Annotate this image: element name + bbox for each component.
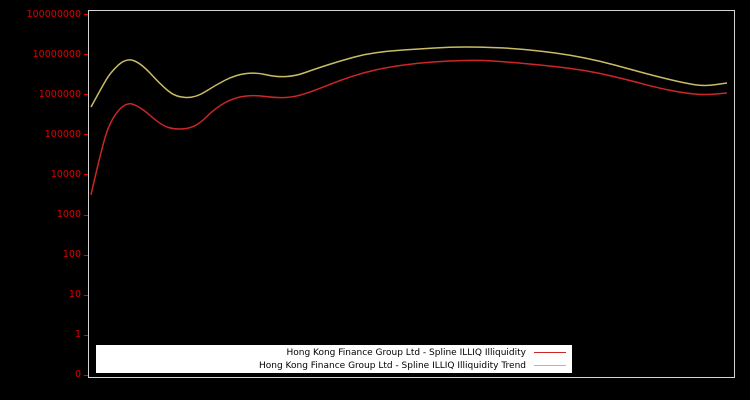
y-tick-mark xyxy=(84,294,88,296)
y-tick-label: 100000000 xyxy=(26,8,81,20)
y-tick-mark xyxy=(84,134,88,136)
y-tick-label: 100000 xyxy=(44,128,81,140)
legend-item: Hong Kong Finance Group Ltd - Spline ILL… xyxy=(96,346,572,359)
y-tick-mark xyxy=(84,214,88,216)
y-tick-label: 1000 xyxy=(56,209,81,221)
plot-area: Hong Kong Finance Group Ltd - Spline ILL… xyxy=(88,10,735,378)
legend-line-sample-trend xyxy=(534,365,566,366)
y-axis-tick-labels: 100000000 10000000 1000000 100000 10000 1000 1… xyxy=(0,0,84,400)
chart-canvas xyxy=(90,46,728,195)
y-tick-label: 0 xyxy=(74,369,81,381)
y-tick-label: 1 xyxy=(74,329,81,341)
y-tick-mark xyxy=(84,374,88,376)
y-tick-label: 10 xyxy=(68,289,81,301)
y-tick-label: 10000000 xyxy=(32,48,81,60)
y-tick-mark xyxy=(84,254,88,256)
y-tick-label: 1000000 xyxy=(38,88,81,100)
legend-line-sample-illiquidity xyxy=(534,352,566,353)
y-axis-tick-marks xyxy=(84,0,88,400)
legend: Hong Kong Finance Group Ltd - Spline ILL… xyxy=(96,345,572,373)
y-tick-mark xyxy=(84,54,88,56)
y-tick-mark xyxy=(84,14,88,15)
y-tick-label: 100 xyxy=(62,249,81,261)
legend-label-illiquidity: Hong Kong Finance Group Ltd - Spline ILL… xyxy=(286,347,526,358)
legend-item: Hong Kong Finance Group Ltd - Spline ILL… xyxy=(96,359,572,372)
y-tick-mark xyxy=(84,334,88,336)
legend-label-trend: Hong Kong Finance Group Ltd - Spline ILL… xyxy=(258,360,526,371)
series-line-1 xyxy=(90,46,728,108)
y-tick-mark xyxy=(84,94,88,96)
series-line-0 xyxy=(90,59,728,195)
y-tick-label: 10000 xyxy=(50,168,81,180)
y-tick-mark xyxy=(84,174,88,176)
